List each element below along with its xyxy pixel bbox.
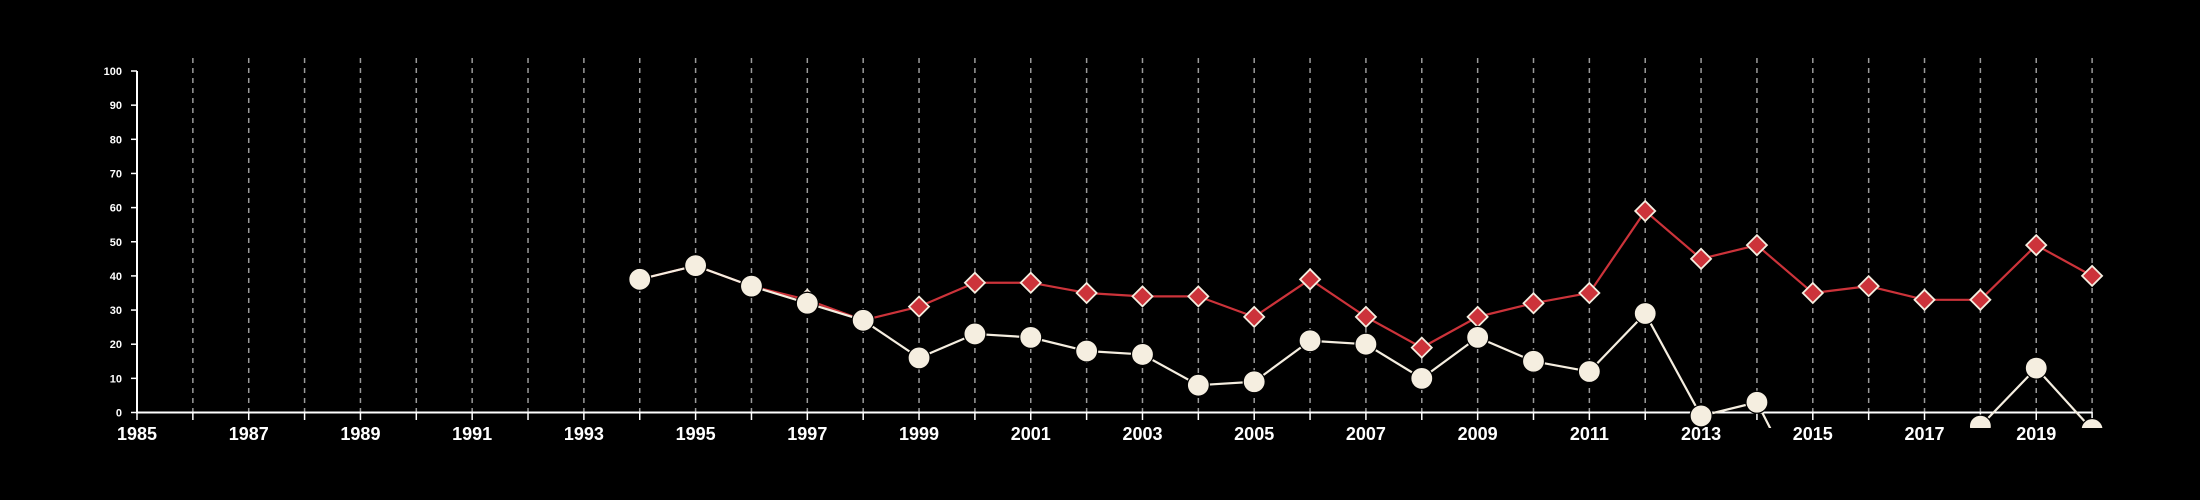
x-tick-label: 2019	[2016, 424, 2056, 444]
y-tick-label: 40	[110, 271, 122, 283]
data-point	[1298, 268, 1322, 291]
x-tick-label: 1997	[787, 424, 827, 444]
data-point	[1689, 404, 1713, 428]
y-tick-label: 0	[116, 408, 122, 420]
y-tick-label: 30	[110, 305, 122, 317]
data-point	[795, 291, 819, 315]
data-point	[628, 267, 652, 291]
x-tick-label: 1999	[899, 424, 939, 444]
data-point	[1578, 281, 1601, 305]
y-axis-ticks: 0 10 20 30 40 50 60 70 80 90 100	[104, 66, 137, 420]
x-tick-label: 1987	[229, 424, 269, 444]
data-point	[1075, 339, 1099, 363]
y-tick-label: 60	[110, 203, 122, 215]
data-point	[1745, 390, 1769, 414]
data-point	[1410, 336, 1434, 359]
data-point	[1187, 285, 1210, 308]
y-tick-label: 70	[110, 168, 122, 180]
x-tick-label: 1995	[676, 424, 716, 444]
data-point	[851, 308, 875, 332]
x-tick-label: 2005	[1234, 424, 1274, 444]
data-point	[1075, 281, 1098, 305]
data-point	[1186, 373, 1210, 397]
data-point	[2080, 264, 2104, 288]
data-point	[683, 254, 708, 278]
data-point	[1242, 305, 1266, 329]
data-point	[1689, 247, 1713, 271]
data-point	[739, 274, 764, 298]
data-point	[1969, 288, 1992, 312]
x-tick-label: 2003	[1122, 424, 1162, 444]
data-point	[1521, 349, 1546, 373]
data-point	[1131, 285, 1154, 308]
x-tick-label: 1993	[564, 424, 604, 444]
x-tick-label: 2015	[1793, 424, 1833, 444]
y-tick-label: 20	[110, 339, 122, 351]
x-tick-label: 1985	[117, 424, 157, 444]
data-point	[1298, 329, 1322, 353]
y-tick-label: 90	[110, 100, 122, 112]
data-point	[1633, 199, 1657, 223]
y-tick-label: 10	[110, 373, 122, 385]
axes	[136, 71, 2092, 414]
data-point	[1242, 370, 1266, 394]
x-axis-ticks: 1985 1987 1989 1991 1993 1995 1997 1999 2001 2003…	[117, 412, 2093, 444]
series-2	[628, 254, 2104, 428]
data-point	[1466, 325, 1490, 349]
data-point	[907, 295, 931, 318]
series-line	[639, 264, 1772, 428]
x-tick-label: 2011	[1570, 424, 1609, 444]
data-point	[1801, 281, 1825, 305]
data-point	[907, 346, 931, 370]
x-tick-label: 2013	[1681, 424, 1721, 444]
data-point	[1857, 274, 1880, 298]
data-point	[1633, 301, 1657, 326]
data-point	[1019, 325, 1043, 349]
x-tick-label: 2007	[1346, 424, 1386, 444]
x-tick-label: 2001	[1011, 424, 1051, 444]
data-point	[1410, 366, 1434, 390]
y-tick-label: 80	[110, 134, 122, 146]
data-point	[1745, 233, 1769, 257]
data-point	[963, 271, 987, 295]
x-tick-label: 1991	[452, 424, 492, 444]
y-tick-label: 100	[104, 66, 122, 78]
data-point	[1968, 414, 1992, 428]
x-tick-label: 1989	[340, 424, 380, 444]
y-tick-label: 50	[110, 237, 122, 249]
data-point	[2080, 417, 2104, 428]
series-group	[628, 199, 2104, 428]
data-point	[1130, 342, 1155, 367]
data-point	[1019, 271, 1043, 295]
data-point	[1466, 305, 1489, 329]
data-point	[1354, 305, 1378, 329]
data-point	[1354, 332, 1378, 356]
data-point	[1577, 359, 1601, 384]
data-point	[1522, 291, 1545, 315]
data-point	[1913, 288, 1936, 312]
data-point	[963, 322, 987, 346]
data-point	[2024, 356, 2048, 380]
x-tick-label: 2009	[1458, 424, 1498, 444]
data-point	[2024, 233, 2048, 257]
x-tick-label: 2017	[1904, 424, 1944, 444]
